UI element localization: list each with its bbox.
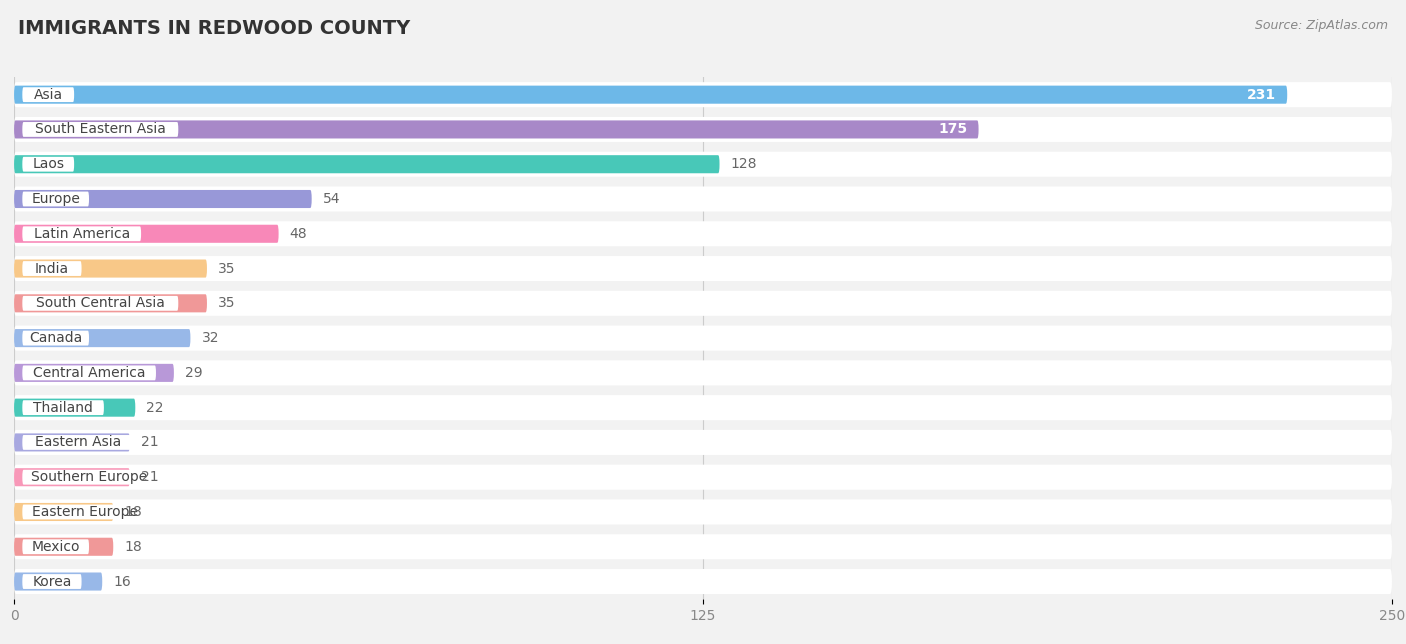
Text: 21: 21 xyxy=(141,470,159,484)
FancyBboxPatch shape xyxy=(22,226,141,242)
Text: Europe: Europe xyxy=(31,192,80,206)
Text: 175: 175 xyxy=(938,122,967,137)
Text: Asia: Asia xyxy=(34,88,63,102)
Text: Eastern Asia: Eastern Asia xyxy=(35,435,121,450)
Text: 128: 128 xyxy=(731,157,756,171)
Text: 231: 231 xyxy=(1247,88,1277,102)
FancyBboxPatch shape xyxy=(14,569,1392,594)
Text: South Central Asia: South Central Asia xyxy=(37,296,165,310)
FancyBboxPatch shape xyxy=(22,191,89,207)
FancyBboxPatch shape xyxy=(14,535,1392,559)
Text: Southern Europe: Southern Europe xyxy=(31,470,148,484)
FancyBboxPatch shape xyxy=(14,395,1392,420)
FancyBboxPatch shape xyxy=(22,504,149,520)
Text: Latin America: Latin America xyxy=(34,227,129,241)
Text: Central America: Central America xyxy=(32,366,145,380)
Text: Korea: Korea xyxy=(32,574,72,589)
FancyBboxPatch shape xyxy=(14,260,207,278)
FancyBboxPatch shape xyxy=(14,430,1392,455)
FancyBboxPatch shape xyxy=(14,503,114,521)
Text: 35: 35 xyxy=(218,296,235,310)
FancyBboxPatch shape xyxy=(22,539,89,554)
Text: 35: 35 xyxy=(218,261,235,276)
Text: Thailand: Thailand xyxy=(34,401,93,415)
Text: 18: 18 xyxy=(124,540,142,554)
Text: Laos: Laos xyxy=(32,157,65,171)
Text: South Eastern Asia: South Eastern Asia xyxy=(35,122,166,137)
FancyBboxPatch shape xyxy=(14,187,1392,211)
FancyBboxPatch shape xyxy=(14,573,103,591)
Text: 21: 21 xyxy=(141,435,159,450)
FancyBboxPatch shape xyxy=(22,574,82,589)
Text: 29: 29 xyxy=(186,366,202,380)
FancyBboxPatch shape xyxy=(14,465,1392,489)
FancyBboxPatch shape xyxy=(14,329,190,347)
Text: Mexico: Mexico xyxy=(31,540,80,554)
Text: Canada: Canada xyxy=(30,331,83,345)
FancyBboxPatch shape xyxy=(22,365,156,381)
FancyBboxPatch shape xyxy=(22,296,179,311)
FancyBboxPatch shape xyxy=(22,330,89,346)
FancyBboxPatch shape xyxy=(14,152,1392,176)
FancyBboxPatch shape xyxy=(22,156,75,172)
FancyBboxPatch shape xyxy=(14,468,129,486)
FancyBboxPatch shape xyxy=(14,256,1392,281)
FancyBboxPatch shape xyxy=(22,435,134,450)
FancyBboxPatch shape xyxy=(14,86,1288,104)
FancyBboxPatch shape xyxy=(14,222,1392,246)
FancyBboxPatch shape xyxy=(14,291,1392,316)
FancyBboxPatch shape xyxy=(22,261,82,276)
FancyBboxPatch shape xyxy=(14,190,312,208)
Text: IMMIGRANTS IN REDWOOD COUNTY: IMMIGRANTS IN REDWOOD COUNTY xyxy=(18,19,411,39)
FancyBboxPatch shape xyxy=(22,87,75,102)
FancyBboxPatch shape xyxy=(14,117,1392,142)
Text: 48: 48 xyxy=(290,227,308,241)
Text: 54: 54 xyxy=(323,192,340,206)
FancyBboxPatch shape xyxy=(14,326,1392,350)
Text: 18: 18 xyxy=(124,505,142,519)
Text: 22: 22 xyxy=(146,401,165,415)
Text: India: India xyxy=(35,261,69,276)
FancyBboxPatch shape xyxy=(14,225,278,243)
FancyBboxPatch shape xyxy=(14,538,114,556)
FancyBboxPatch shape xyxy=(14,500,1392,524)
FancyBboxPatch shape xyxy=(14,399,135,417)
FancyBboxPatch shape xyxy=(14,433,129,451)
Text: 32: 32 xyxy=(201,331,219,345)
Text: Source: ZipAtlas.com: Source: ZipAtlas.com xyxy=(1254,19,1388,32)
FancyBboxPatch shape xyxy=(14,294,207,312)
FancyBboxPatch shape xyxy=(14,364,174,382)
FancyBboxPatch shape xyxy=(22,122,179,137)
Text: Eastern Europe: Eastern Europe xyxy=(32,505,138,519)
FancyBboxPatch shape xyxy=(14,82,1392,107)
FancyBboxPatch shape xyxy=(14,361,1392,385)
FancyBboxPatch shape xyxy=(22,400,104,415)
FancyBboxPatch shape xyxy=(14,120,979,138)
FancyBboxPatch shape xyxy=(14,155,720,173)
Text: 16: 16 xyxy=(114,574,131,589)
FancyBboxPatch shape xyxy=(22,469,156,485)
